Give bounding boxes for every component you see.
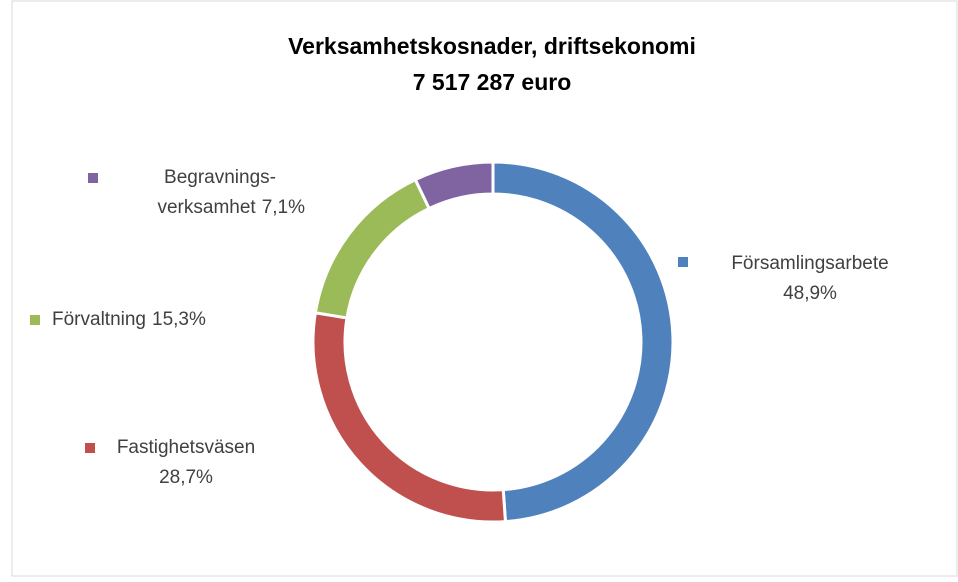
category-label: Begravnings- xyxy=(164,167,276,188)
legend-swatch xyxy=(30,315,40,325)
data-label: Förvaltning 15,3% xyxy=(52,309,206,330)
chart-border xyxy=(11,0,958,577)
data-label: Församlingsarbete xyxy=(731,253,888,274)
legend-swatch xyxy=(88,173,98,183)
value-label: 7,1% xyxy=(262,197,305,218)
legend-swatch xyxy=(85,443,95,453)
category-label: Förvaltning xyxy=(52,309,146,330)
data-label: Begravnings- xyxy=(164,167,276,188)
donut-slice xyxy=(413,160,495,211)
chart-title: Verksamhetskosnader, driftsekonomi xyxy=(288,33,696,59)
category-label: verksamhet xyxy=(157,197,256,218)
category-label: Församlingsarbete xyxy=(731,253,888,274)
legend-swatch xyxy=(678,257,688,267)
data-label: Fastighetsväsen xyxy=(117,437,255,458)
value-label: 15,3% xyxy=(152,309,206,330)
value-label: 28,7% xyxy=(159,467,213,488)
category-label: Fastighetsväsen xyxy=(117,437,255,458)
donut-slice xyxy=(491,160,675,524)
value-label: 48,9% xyxy=(783,283,837,304)
chart-subtitle: 7 517 287 euro xyxy=(413,69,572,95)
donut-slice xyxy=(313,177,432,320)
donut-slice xyxy=(311,311,508,524)
data-label: verksamhet 7,1% xyxy=(157,197,305,218)
